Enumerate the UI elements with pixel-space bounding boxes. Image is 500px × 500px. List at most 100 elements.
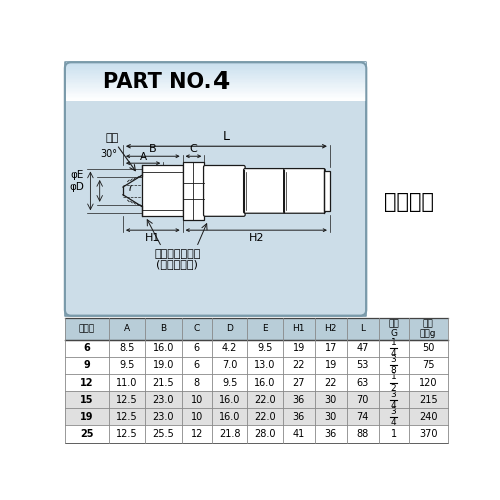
Text: 11.0: 11.0 (116, 378, 138, 388)
Text: 47: 47 (356, 343, 369, 353)
Bar (65, 391, 448, 408)
Text: 22: 22 (292, 360, 305, 370)
Text: 70: 70 (356, 394, 369, 404)
Bar (66, 86, 366, 88)
Text: 4: 4 (391, 350, 396, 358)
Bar (66, 92, 366, 93)
Text: L: L (223, 130, 230, 143)
Text: 30: 30 (324, 394, 337, 404)
Text: 4.2: 4.2 (222, 343, 238, 353)
Text: 16.0: 16.0 (254, 378, 276, 388)
Bar (66, 85, 366, 86)
Bar (66, 96, 366, 97)
Text: 9.5: 9.5 (222, 378, 238, 388)
Text: φE: φE (71, 170, 84, 180)
Bar (66, 92, 366, 94)
Text: サイズ: サイズ (79, 324, 95, 333)
Text: 17: 17 (324, 343, 337, 353)
Text: 19: 19 (80, 412, 94, 422)
Text: (めすシート): (めすシート) (156, 260, 198, 270)
Bar (65, 62, 366, 316)
Text: 9.5: 9.5 (119, 360, 134, 370)
Text: 8.5: 8.5 (119, 343, 134, 353)
Text: 6: 6 (194, 360, 200, 370)
Text: ねじ
G: ねじ G (388, 319, 399, 338)
Text: 41: 41 (292, 429, 305, 439)
Bar (66, 76, 366, 78)
Bar (66, 96, 366, 98)
Text: PART NO.: PART NO. (103, 72, 212, 92)
Bar (66, 63, 366, 65)
Text: 3: 3 (390, 390, 396, 398)
Text: 75: 75 (422, 360, 434, 370)
Text: H2: H2 (248, 233, 264, 243)
Text: 370: 370 (419, 429, 438, 439)
Text: 6: 6 (84, 343, 90, 353)
Text: 21.8: 21.8 (219, 429, 240, 439)
Text: A: A (140, 152, 146, 162)
Bar (65, 374, 448, 391)
FancyBboxPatch shape (244, 168, 285, 213)
Text: 25: 25 (80, 429, 94, 439)
Text: 3: 3 (390, 355, 396, 364)
Bar (65, 408, 448, 426)
Bar (142, 166, 182, 216)
Text: 19: 19 (324, 360, 337, 370)
Text: 12.5: 12.5 (116, 429, 138, 439)
Text: 9: 9 (84, 360, 90, 370)
Text: 10: 10 (190, 394, 203, 404)
Text: 240: 240 (419, 412, 438, 422)
Text: C: C (190, 144, 198, 154)
Bar (66, 99, 366, 101)
Text: L: L (360, 324, 365, 333)
Text: 2: 2 (391, 384, 396, 392)
Bar (66, 70, 366, 71)
Text: 19: 19 (292, 343, 305, 353)
Text: 22: 22 (324, 378, 337, 388)
Text: 16.0: 16.0 (219, 412, 240, 422)
Text: 13.0: 13.0 (254, 360, 276, 370)
Text: ねじ: ねじ (105, 133, 118, 143)
Text: 12.5: 12.5 (116, 394, 138, 404)
Bar (65, 318, 448, 340)
Text: 概略
重量g: 概略 重量g (420, 319, 436, 338)
Bar (66, 88, 366, 90)
Text: 10: 10 (190, 412, 203, 422)
Text: 4: 4 (391, 401, 396, 410)
Text: 9.5: 9.5 (258, 343, 273, 353)
Text: 50: 50 (422, 343, 434, 353)
Text: 28.0: 28.0 (254, 429, 276, 439)
Text: 金具仕様: 金具仕様 (384, 192, 434, 212)
Text: 36: 36 (324, 429, 337, 439)
Text: A: A (124, 324, 130, 333)
FancyBboxPatch shape (284, 168, 325, 213)
Text: 4: 4 (213, 70, 230, 94)
Text: 12: 12 (80, 378, 94, 388)
Bar (66, 82, 366, 84)
Text: 16.0: 16.0 (152, 343, 174, 353)
Text: 7.0: 7.0 (222, 360, 238, 370)
Text: 23.0: 23.0 (152, 412, 174, 422)
Text: 管用平行めねじ: 管用平行めねじ (154, 248, 200, 258)
Bar (66, 89, 366, 90)
Text: 22.0: 22.0 (254, 394, 276, 404)
Text: 12.5: 12.5 (116, 412, 138, 422)
Text: 21.5: 21.5 (152, 378, 174, 388)
Text: 36: 36 (292, 394, 305, 404)
Text: C: C (194, 324, 200, 333)
Text: 12: 12 (190, 429, 203, 439)
Text: D: D (226, 324, 233, 333)
Text: 23.0: 23.0 (152, 394, 174, 404)
Text: 19.0: 19.0 (152, 360, 174, 370)
Bar (65, 340, 448, 356)
Bar (66, 71, 366, 72)
Bar (66, 72, 366, 74)
Bar (182, 162, 204, 220)
Bar (66, 62, 366, 64)
Text: 8: 8 (390, 366, 396, 376)
Text: 30: 30 (324, 412, 337, 422)
Bar (66, 78, 366, 80)
Text: 4: 4 (391, 418, 396, 427)
Text: 30°: 30° (100, 148, 117, 158)
Text: 63: 63 (356, 378, 368, 388)
